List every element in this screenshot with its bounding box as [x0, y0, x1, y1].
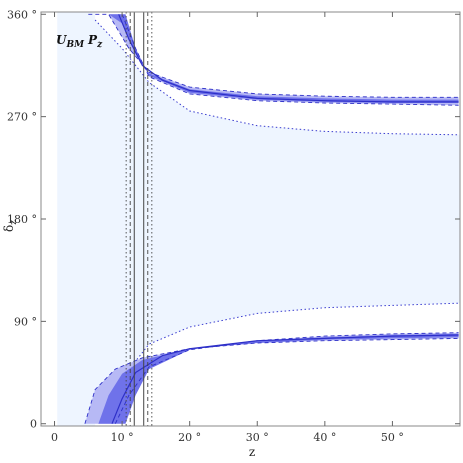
y-tick-label-0: 0: [30, 418, 37, 431]
upper-band-inner-fill: [108, 14, 459, 103]
lower-band-inner-fill: [98, 333, 459, 424]
chart-bands: [57, 12, 460, 426]
upper-band-center-line: [118, 14, 459, 103]
plot-label: UBM Pz: [56, 33, 103, 50]
x-tick-label-1: 10 °: [111, 431, 134, 444]
y-tick-label-4: 360 °: [7, 8, 37, 21]
x-tick-label-0: 0: [51, 431, 58, 444]
x-tick-label-2: 20 °: [178, 431, 201, 444]
lower-band-outer-top-line: [114, 332, 459, 424]
x-tick-label-3: 30 °: [246, 431, 269, 444]
x-tick-label-5: 50 °: [381, 431, 404, 444]
lower-band-center-line: [111, 334, 459, 424]
y-axis-label: δz: [2, 220, 19, 232]
axis-ticks: 0 10 ° 20 ° 30 ° 40 ° 50 ° 0 90 ° 180 ° 270 ° 360 …: [7, 8, 460, 444]
upper-band-outer-bottom-line: [121, 14, 459, 106]
y-tick-label-1: 90 °: [14, 315, 37, 328]
light-allowed-region: [57, 12, 460, 426]
upper-band-outer-top-line: [88, 13, 459, 98]
y-tick-label-2: 180 °: [7, 213, 37, 226]
y-tick-label-3: 270 °: [7, 111, 37, 124]
x-axis-label: z: [249, 445, 255, 459]
light-region-upper-boundary: [94, 302, 459, 419]
x-tick-label-4: 40 °: [313, 431, 336, 444]
